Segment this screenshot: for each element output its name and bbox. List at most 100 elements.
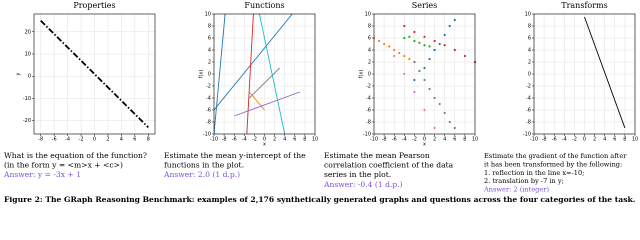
y-tick-label: -2 xyxy=(366,84,371,90)
y-tick-label: -4 xyxy=(206,96,211,102)
y-tick-label: 0 xyxy=(528,72,531,78)
y-tick-label: -10 xyxy=(363,132,371,138)
x-tick-label: 6 xyxy=(133,137,136,143)
question-line: What is the equation of the function? xyxy=(4,151,147,160)
y-tick-label: 8 xyxy=(528,24,531,30)
y-tick-label: -2 xyxy=(526,84,531,90)
x-tick-label: 0 xyxy=(263,137,266,143)
y-tick-label: -8 xyxy=(366,120,371,126)
question-line: 1. reflection in the line x=-10; xyxy=(484,169,584,177)
data-point xyxy=(403,24,406,28)
x-axis-label: x xyxy=(263,142,266,148)
data-point xyxy=(413,30,416,34)
y-tick-label: 6 xyxy=(528,36,531,42)
x-tick-label: 8 xyxy=(623,137,626,143)
data-point xyxy=(408,57,411,61)
data-point xyxy=(443,33,446,37)
y-tick-label: -10 xyxy=(523,132,531,138)
y-tick-label: 6 xyxy=(368,36,371,42)
data-point xyxy=(433,39,436,43)
data-point xyxy=(453,126,456,130)
data-point xyxy=(403,36,406,40)
x-tick-label: 6 xyxy=(293,137,296,143)
x-tick-label: -6 xyxy=(52,137,57,143)
x-tick-label: 4 xyxy=(283,137,286,143)
answer: Answer: 2 (integer) xyxy=(483,186,549,194)
question-line: Estimate the mean y-intercept of the xyxy=(164,151,306,160)
question-line: it has been transformed by the following… xyxy=(484,160,622,168)
function-line xyxy=(40,20,149,128)
data-point xyxy=(438,42,441,46)
axes-frame xyxy=(213,13,316,135)
y-tick-label: 10 xyxy=(525,12,531,18)
x-tick-label: -2 xyxy=(412,137,417,143)
figure: Figure 2: The GRaph Reasoning Benchmark:… xyxy=(3,1,638,204)
data-point xyxy=(433,96,436,100)
y-tick-label: 6 xyxy=(208,36,211,42)
x-tick-label: -2 xyxy=(572,137,577,143)
x-tick-label: 2 xyxy=(273,137,276,143)
x-tick-label: -4 xyxy=(402,137,407,143)
y-tick-label: -6 xyxy=(206,108,211,114)
y-tick-label: -2 xyxy=(206,84,211,90)
data-point xyxy=(448,120,451,124)
answer: Answer: -0.4 (1 d.p.) xyxy=(323,180,403,189)
data-point xyxy=(428,45,431,48)
x-tick-label: 10 xyxy=(312,137,318,143)
data-point xyxy=(377,39,381,43)
x-tick-label: -4 xyxy=(242,137,247,143)
data-point xyxy=(418,41,421,44)
x-tick-label: 8 xyxy=(303,137,306,143)
y-tick-label: -6 xyxy=(366,108,371,114)
data-point xyxy=(448,24,451,28)
x-tick-label: 0 xyxy=(93,137,96,143)
question-line: Estimate the mean Pearson xyxy=(324,151,430,160)
data-point xyxy=(423,66,426,70)
x-tick-label: 0 xyxy=(423,137,426,143)
question-line: Estimate the gradient of the function af… xyxy=(484,152,627,160)
y-tick-label: -8 xyxy=(526,120,531,126)
data-point xyxy=(423,44,426,47)
y-axis-label: f(x) xyxy=(199,70,205,79)
data-point xyxy=(408,35,411,38)
x-tick-label: -2 xyxy=(79,137,84,143)
data-point xyxy=(403,72,406,76)
data-point xyxy=(413,78,416,82)
data-point xyxy=(453,18,456,22)
chart-title: Properties xyxy=(73,1,115,10)
y-tick-label: 2 xyxy=(368,60,371,66)
data-point xyxy=(413,60,416,64)
y-tick-label: -4 xyxy=(366,96,371,102)
x-tick-label: 4 xyxy=(443,137,446,143)
x-tick-label: -8 xyxy=(542,137,547,143)
question-line: 2. translation by -7 in y; xyxy=(484,177,564,185)
data-point xyxy=(438,102,441,106)
y-tick-label: 2 xyxy=(208,60,211,66)
y-tick-label: 8 xyxy=(208,24,211,30)
x-tick-label: -6 xyxy=(392,137,397,143)
axes-frame xyxy=(33,13,156,135)
data-point xyxy=(443,111,446,115)
function-line xyxy=(246,14,254,134)
y-tick-label: 20 xyxy=(25,29,31,35)
y-tick-label: 10 xyxy=(205,12,211,18)
data-point xyxy=(443,44,446,47)
x-tick-label: -2 xyxy=(252,137,257,143)
data-point xyxy=(393,54,396,58)
x-tick-label: -8 xyxy=(38,137,43,143)
data-point xyxy=(383,42,386,46)
data-point xyxy=(403,54,406,58)
question-line: correlation coefficient of the data xyxy=(324,161,454,170)
y-tick-label: 2 xyxy=(528,60,531,66)
y-tick-label: -4 xyxy=(526,96,531,102)
function-line xyxy=(214,14,226,134)
x-tick-label: -10 xyxy=(370,137,378,143)
question-line: (in the form y = <m>x + <c>) xyxy=(4,161,123,170)
function-line xyxy=(259,14,286,134)
x-tick-label: 2 xyxy=(106,137,109,143)
y-axis-label: f(x) xyxy=(359,70,365,79)
y-axis-label: y xyxy=(16,72,22,75)
y-tick-label: 4 xyxy=(368,48,371,54)
x-tick-label: -4 xyxy=(65,137,70,143)
x-tick-label: 4 xyxy=(603,137,606,143)
